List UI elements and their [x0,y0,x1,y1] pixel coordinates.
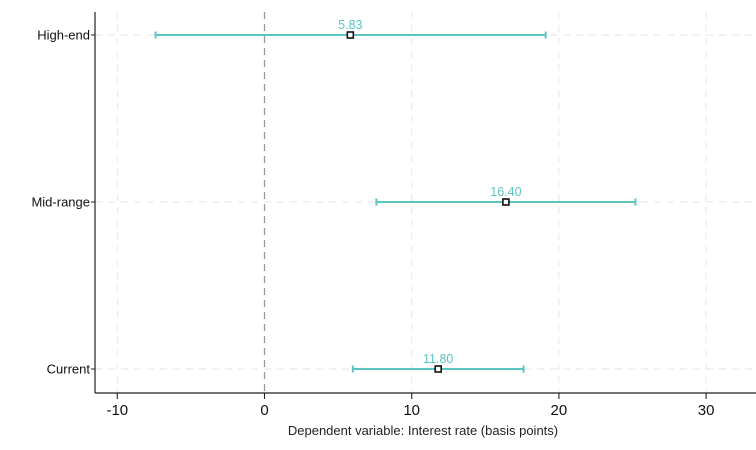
category-label: Mid-range [31,195,90,210]
point-estimate-marker [434,365,442,373]
estimates: 5.83 16.40 11.80 [154,18,637,373]
category-labels: High-end Mid-range Current [31,28,95,377]
category-label: High-end [37,28,90,43]
x-tick-label: 10 [403,402,420,419]
x-tick-label: -10 [106,402,128,419]
point-estimate-marker [346,31,355,39]
x-ticks: -10 0 10 20 30 [106,393,714,419]
point-estimate-marker [502,198,510,206]
x-axis-title: Dependent variable: Interest rate (basis… [288,423,558,438]
x-tick-label: 20 [551,402,568,419]
x-tick-label: 0 [260,402,268,419]
x-tick-label: 30 [698,402,715,419]
estimate-data-label: 11.80 [423,352,453,366]
category-label: Current [47,362,91,377]
estimate-data-label: 5.83 [338,18,362,32]
estimate-data-label: 16.40 [490,185,521,199]
